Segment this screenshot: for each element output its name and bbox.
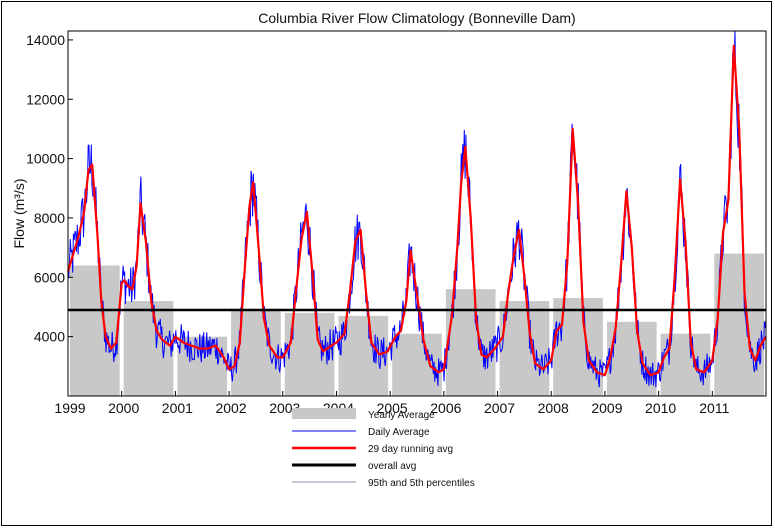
legend: Yearly Average Daily Average 29 day runnin… <box>292 408 475 489</box>
y-tick-label: 10000 <box>26 151 65 167</box>
yearly-average-bars <box>70 253 764 396</box>
x-tick-label: 2007 <box>484 400 515 416</box>
x-tick-label: 2009 <box>591 400 622 416</box>
chart-title: Columbia River Flow Climatology (Bonnevi… <box>258 10 575 26</box>
x-tick-label: 2011 <box>699 400 729 416</box>
x-tick-label: 2010 <box>645 400 676 416</box>
y-tick-label: 4000 <box>34 329 65 345</box>
plot-area-border <box>67 30 767 397</box>
running-average-line <box>66 44 767 377</box>
legend-label: Daily Average <box>368 427 430 438</box>
y-axis-ticks: 4000 6000 8000 10000 12000 14000 <box>26 32 73 345</box>
running-average-line-group <box>66 44 767 377</box>
yearly-bar-2008 <box>553 298 603 396</box>
y-tick-label: 14000 <box>26 32 65 48</box>
legend-label: overall avg <box>368 461 416 472</box>
y-tick-label: 12000 <box>26 91 65 107</box>
x-tick-label: 2006 <box>430 400 461 416</box>
y-axis-label: Flow (m³/s) <box>11 179 27 249</box>
legend-label: Yearly Average <box>368 410 435 421</box>
x-tick-label: 2000 <box>108 400 139 416</box>
yearly-bar-2011 <box>714 253 764 396</box>
x-tick-label: 2001 <box>162 400 193 416</box>
legend-label: 29 day running avg <box>368 444 453 455</box>
x-tick-label: 2008 <box>538 400 569 416</box>
legend-label: 95th and 5th percentiles <box>368 478 475 489</box>
y-tick-label: 6000 <box>34 269 65 285</box>
y-tick-label: 8000 <box>34 210 65 226</box>
yearly-bar-1999 <box>70 265 120 396</box>
legend-swatch-yearly <box>292 408 356 419</box>
x-tick-label: 2002 <box>215 400 246 416</box>
yearly-bar-2007 <box>499 301 550 396</box>
yearly-bar-2000 <box>123 301 174 396</box>
yearly-bar-2002 <box>231 309 281 396</box>
x-tick-label: 2005 <box>377 400 408 416</box>
x-tick-label: 1999 <box>54 400 85 416</box>
